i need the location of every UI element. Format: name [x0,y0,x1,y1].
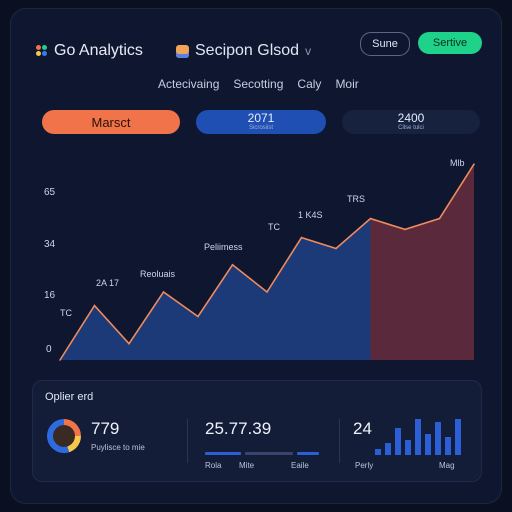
chevron-down-icon: v [305,44,312,58]
stat-2-label: Mite [239,461,255,470]
data-point [369,217,372,220]
tab-2[interactable]: Secotting [233,77,284,91]
stat-1-value: 779 [91,419,120,438]
stat-1-label: Puylisce to mie [91,443,145,452]
data-point [128,342,130,345]
data-point [473,163,475,165]
chart-annotation: TC [60,308,72,318]
workspace-name: Secipon Glsod [195,42,300,59]
y-tick: 0 [46,344,52,355]
divider [187,419,188,463]
area-fill-highlight [370,164,474,360]
kpi-pill-2[interactable]: 2071 Sicrosiist [196,110,326,134]
chart-annotation: 1 K4S [298,210,323,220]
data-point [438,217,441,220]
kpi-2-sub: Sicrosiist [248,125,273,131]
mini-bar [425,434,431,455]
secondary-button[interactable]: Sune [360,32,410,56]
stat-3-label: Perly [355,461,374,470]
kpi-pill-3[interactable]: 2400 Cilse tulci [342,110,480,134]
chart-canvas [59,163,475,361]
donut-chart-icon [47,419,81,453]
stat-2-segment [245,452,293,455]
primary-button[interactable]: Sertive [418,32,482,54]
stat-3-label: Mag [439,461,455,470]
data-point [335,247,337,250]
chart-annotation: TC [268,222,280,232]
tab-4[interactable]: Moir [335,77,359,91]
data-point [197,315,199,318]
card-title: Oplier erd [45,391,94,403]
divider [339,419,340,463]
mini-bar [415,419,421,455]
chart-annotation: Reoluais [140,269,176,279]
stat-3-value: 24 [353,419,372,438]
stat-2-label: Rola [205,461,222,470]
mini-bar [395,428,401,455]
chart-annotation: TRS [347,194,365,204]
y-tick: 16 [44,290,56,301]
data-point [231,264,234,266]
data-point [93,304,96,307]
mini-bar [405,440,411,455]
brand[interactable]: Go Analytics [36,42,143,60]
workspace-icon [176,44,189,58]
kpi-3-sub: Cilse tulci [398,125,424,131]
kpi-pill-1[interactable]: Marsct [42,110,180,134]
kpi-2-value: 2071 [247,111,275,125]
data-point [266,291,268,293]
mini-bar [435,422,441,455]
brand-logo-icon [36,45,48,57]
area-fill-main [60,218,371,360]
kpi-3-value: 2400 [397,111,425,125]
chart-annotation: Peliimess [204,242,243,252]
tab-1[interactable]: Actecivaing [158,77,220,91]
tab-bar: Actecivaing Secotting Caly Moir [158,77,359,91]
y-tick: 34 [44,239,56,250]
brand-title: Go Analytics [54,42,143,59]
stat-2-label: Eaile [291,461,309,470]
workspace-selector[interactable]: Secipon Glsod v [176,42,311,60]
chart-annotation: 2A 17 [96,278,120,288]
mini-bar [455,419,461,455]
tab-3[interactable]: Caly [297,77,322,91]
data-point [162,291,165,293]
kpi-1-label: Marsct [91,114,131,130]
mini-bar [385,443,391,455]
data-point [59,359,61,361]
stat-2-segment [205,452,241,455]
chart-annotation: Mlb [450,158,465,168]
mini-bar [375,449,381,455]
stat-2-segment [297,452,319,455]
summary-card: Oplier erd 779 Puylisce to mie 25.77.39 … [32,380,482,482]
stat-2-value: 25.77.39 [205,419,272,438]
y-tick: 65 [44,187,56,198]
area-chart: 65 34 16 0 Mlb TRS 1 K4S TC Peliimess Re… [10,142,502,367]
data-point [404,228,406,231]
data-point [300,236,303,239]
mini-bar [445,437,451,455]
dashboard-window: Go Analytics Secipon Glsod v Sune Sertiv… [10,8,502,504]
